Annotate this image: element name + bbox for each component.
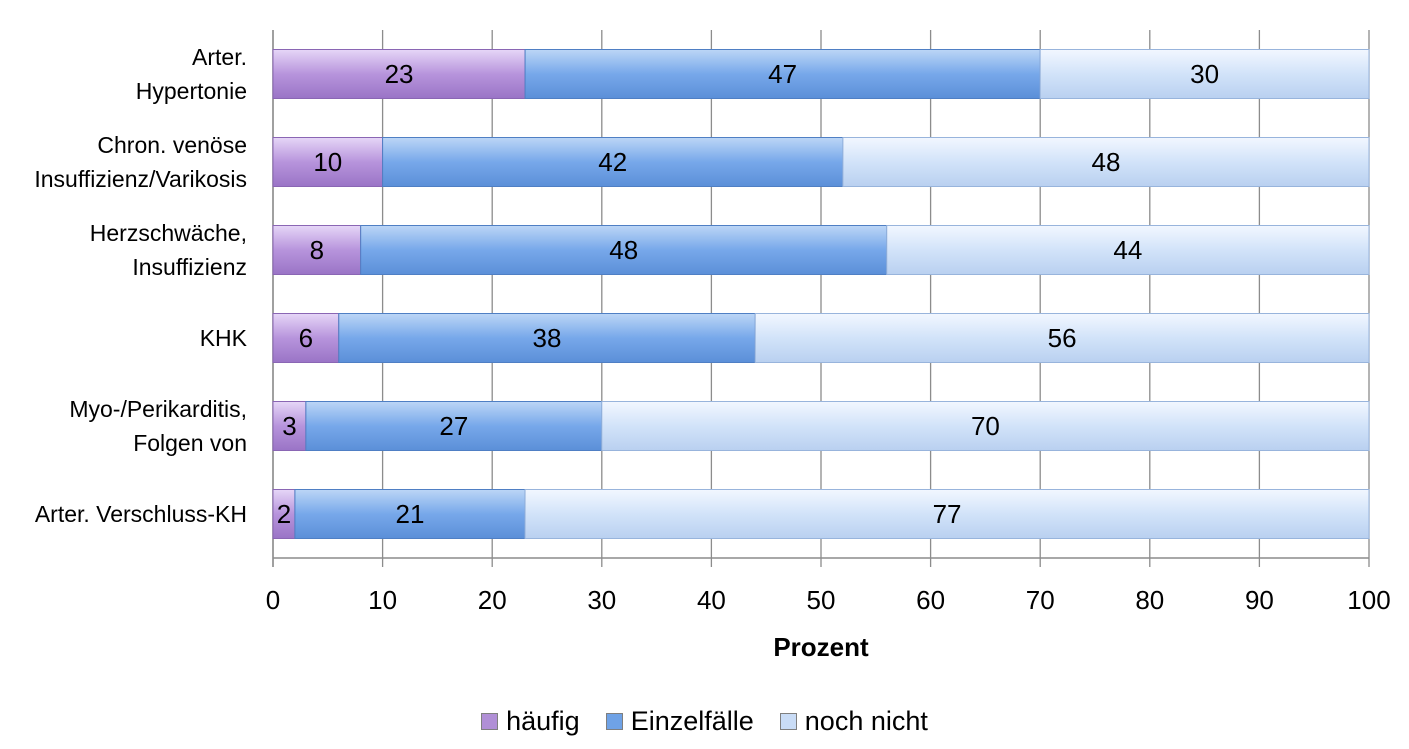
data-label: 70 xyxy=(971,411,1000,441)
legend-swatch-noch-nicht xyxy=(779,712,797,730)
category-label-line: Hypertonie xyxy=(136,78,247,104)
category-label: Arter. Verschluss-KH xyxy=(35,501,247,527)
x-tick-label: 0 xyxy=(266,585,280,615)
category-label-line: Arter. Verschluss-KH xyxy=(35,501,247,527)
data-label: 30 xyxy=(1190,59,1219,89)
data-label: 21 xyxy=(396,499,425,529)
category-label-line: KHK xyxy=(200,325,248,351)
category-label: KHK xyxy=(200,325,248,351)
category-label-line: Insuffizienz xyxy=(132,254,247,280)
x-tick-label: 10 xyxy=(368,585,397,615)
x-tick-label: 50 xyxy=(807,585,836,615)
bar-noch-nicht xyxy=(842,137,1370,187)
category-label: Chron. venöse Insuffizienz/Varikosis xyxy=(34,132,247,192)
legend-swatch-einzelfaelle xyxy=(605,712,623,730)
x-tick-labels: 0 10 20 30 40 50 60 70 80 90 100 xyxy=(266,585,1391,615)
category-label-line: Chron. venöse xyxy=(97,132,247,158)
data-label: 23 xyxy=(385,59,414,89)
bar-haeufig xyxy=(272,313,340,363)
x-tick-label: 80 xyxy=(1135,585,1164,615)
bar-haeufig xyxy=(272,49,526,99)
category-label-line: Insuffizienz/Varikosis xyxy=(34,166,247,192)
data-label: 10 xyxy=(313,147,342,177)
bar-einzelfaelle xyxy=(524,49,1041,99)
category-label: Myo-/Perikarditis, Folgen von xyxy=(69,396,247,456)
gridlines xyxy=(272,30,1370,567)
data-label: 27 xyxy=(439,411,468,441)
data-label: 77 xyxy=(933,499,962,529)
x-tick-label: 40 xyxy=(697,585,726,615)
bar-noch-nicht xyxy=(754,313,1370,363)
bar-einzelfaelle xyxy=(294,489,526,539)
data-label: 6 xyxy=(299,323,313,353)
data-label: 3 xyxy=(282,411,296,441)
data-label: 44 xyxy=(1113,235,1142,265)
data-label: 56 xyxy=(1048,323,1077,353)
legend: häufig Einzelfälle noch nicht xyxy=(0,703,1409,739)
category-label-line: Folgen von xyxy=(133,430,247,456)
bar-haeufig xyxy=(272,137,384,187)
category-label-line: Arter. xyxy=(192,44,247,70)
category-label-line: Herzschwäche, xyxy=(90,220,247,246)
category-label: Arter. Hypertonie xyxy=(136,44,247,104)
x-tick-label: 70 xyxy=(1026,585,1055,615)
legend-label-noch-nicht: noch nicht xyxy=(804,705,928,736)
bar-noch-nicht xyxy=(601,401,1370,451)
bar-haeufig xyxy=(272,401,307,451)
category-labels: Arter. Hypertonie Chron. venöse Insuffizien… xyxy=(34,44,247,527)
data-label: 8 xyxy=(310,235,324,265)
bar-noch-nicht xyxy=(1039,49,1370,99)
data-label: 2 xyxy=(277,499,291,529)
legend-label-haeufig: häufig xyxy=(506,705,580,736)
bar-einzelfaelle xyxy=(305,401,603,451)
bars: 23 47 30 10 42 48 8 48 44 6 38 56 3 27 70 2 21 77 xyxy=(272,49,1370,539)
x-tick-label: 20 xyxy=(478,585,507,615)
legend-item-haeufig: häufig xyxy=(481,706,580,737)
category-label: Herzschwäche, Insuffizienz xyxy=(90,220,247,280)
x-tick-label: 90 xyxy=(1245,585,1274,615)
bar-einzelfaelle xyxy=(338,313,756,363)
x-tick-label: 60 xyxy=(916,585,945,615)
legend-swatch-haeufig xyxy=(481,712,499,730)
bar-noch-nicht xyxy=(886,225,1370,275)
data-label: 42 xyxy=(598,147,627,177)
category-label-line: Myo-/Perikarditis, xyxy=(69,396,247,422)
x-tick-label: 30 xyxy=(587,585,616,615)
data-label: 38 xyxy=(533,323,562,353)
bar-noch-nicht xyxy=(524,489,1370,539)
bar-haeufig xyxy=(272,225,362,275)
x-tick-label: 100 xyxy=(1347,585,1390,615)
x-axis-title: Prozent xyxy=(773,632,869,662)
bar-einzelfaelle xyxy=(382,137,844,187)
data-label: 48 xyxy=(609,235,638,265)
legend-item-noch-nicht: noch nicht xyxy=(779,705,928,737)
data-label: 48 xyxy=(1091,147,1120,177)
bar-einzelfaelle xyxy=(360,225,888,275)
legend-item-einzelfaelle: Einzelfälle xyxy=(605,705,754,737)
data-label: 47 xyxy=(768,59,797,89)
legend-label-einzelfaelle: Einzelfälle xyxy=(630,705,754,736)
